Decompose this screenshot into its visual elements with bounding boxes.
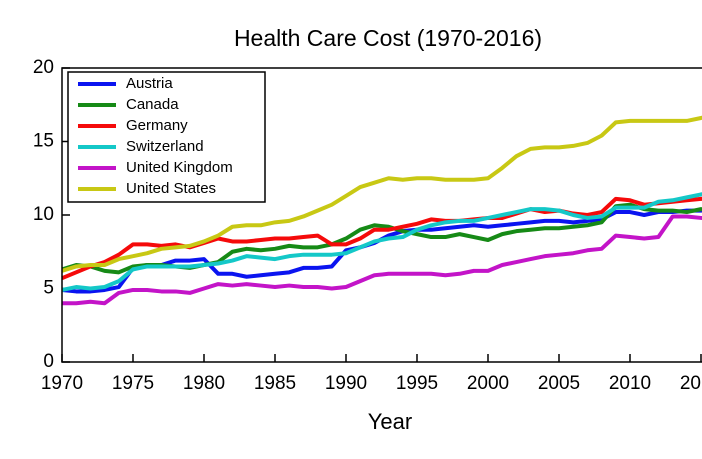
y-tick-label: 10 [33, 204, 54, 225]
y-tick-label: 15 [33, 131, 54, 152]
x-tick-label: 1990 [325, 373, 367, 394]
x-tick-label: 1970 [41, 373, 83, 394]
x-tick-label: 2005 [538, 373, 580, 394]
series-line [61, 192, 702, 292]
legend-label: Germany [126, 117, 188, 134]
chart-title: Health Care Cost (1970-2016) [234, 25, 542, 51]
x-tick-label: 1985 [254, 373, 296, 394]
x-tick-label: 2015 [680, 373, 702, 394]
x-tick-label: 2010 [609, 373, 651, 394]
y-tick-label: 0 [43, 351, 54, 372]
series-line [62, 214, 702, 306]
x-tick-label: 1980 [183, 373, 225, 394]
y-tick-label: 20 [33, 57, 54, 78]
series-line [61, 115, 702, 273]
y-tick-label: 5 [43, 278, 54, 299]
legend-box [67, 71, 266, 203]
legend-label: Canada [126, 96, 179, 113]
x-axis-label: Year [368, 409, 412, 434]
legend-label: Switzerland [126, 138, 204, 155]
legend-label: United States [126, 180, 216, 197]
x-tick-label: 1975 [112, 373, 154, 394]
x-tick-label: 2000 [467, 373, 509, 394]
legend-label: United Kingdom [126, 159, 233, 176]
series-line [61, 196, 702, 281]
x-tick-label: 1995 [396, 373, 438, 394]
plot-frame [61, 67, 702, 363]
legend-label: Austria [126, 75, 173, 92]
